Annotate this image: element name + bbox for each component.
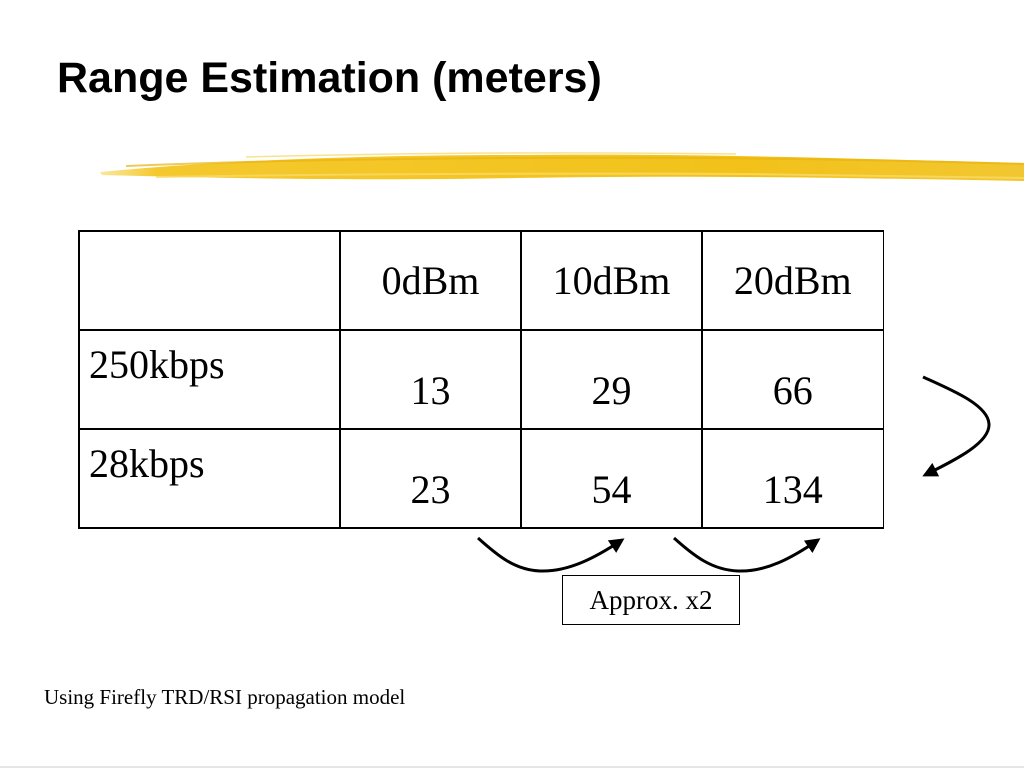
footnote: Using Firefly TRD/RSI propagation model bbox=[44, 685, 406, 709]
row-header: 250kbps bbox=[78, 329, 341, 430]
bottom-divider bbox=[0, 766, 1024, 768]
curved-arrow-icon bbox=[476, 536, 625, 573]
table-cell: 23 bbox=[339, 428, 522, 529]
column-header: 10dBm bbox=[520, 230, 703, 331]
range-table: 0dBm 10dBm 20dBm 250kbps 13 29 66 28kbps… bbox=[78, 230, 884, 529]
column-header: 0dBm bbox=[339, 230, 522, 331]
highlight-stroke bbox=[100, 152, 1024, 181]
column-header: 20dBm bbox=[701, 230, 884, 331]
curved-arrow-icon bbox=[672, 536, 821, 573]
table-row: 250kbps 13 29 66 bbox=[78, 329, 884, 430]
row-header: 28kbps bbox=[78, 428, 341, 529]
table-cell: 13 bbox=[339, 329, 522, 430]
curved-arrow-icon bbox=[922, 375, 991, 477]
table-header-row: 0dBm 10dBm 20dBm bbox=[78, 230, 884, 331]
table-cell: 29 bbox=[520, 329, 703, 430]
table-row: 28kbps 23 54 134 bbox=[78, 428, 884, 529]
approx-label: Approx. x2 bbox=[562, 575, 740, 625]
table-corner-cell bbox=[78, 230, 341, 331]
table-cell: 66 bbox=[701, 329, 884, 430]
table-cell: 134 bbox=[701, 428, 884, 529]
slide-title: Range Estimation (meters) bbox=[57, 54, 602, 102]
table-cell: 54 bbox=[520, 428, 703, 529]
